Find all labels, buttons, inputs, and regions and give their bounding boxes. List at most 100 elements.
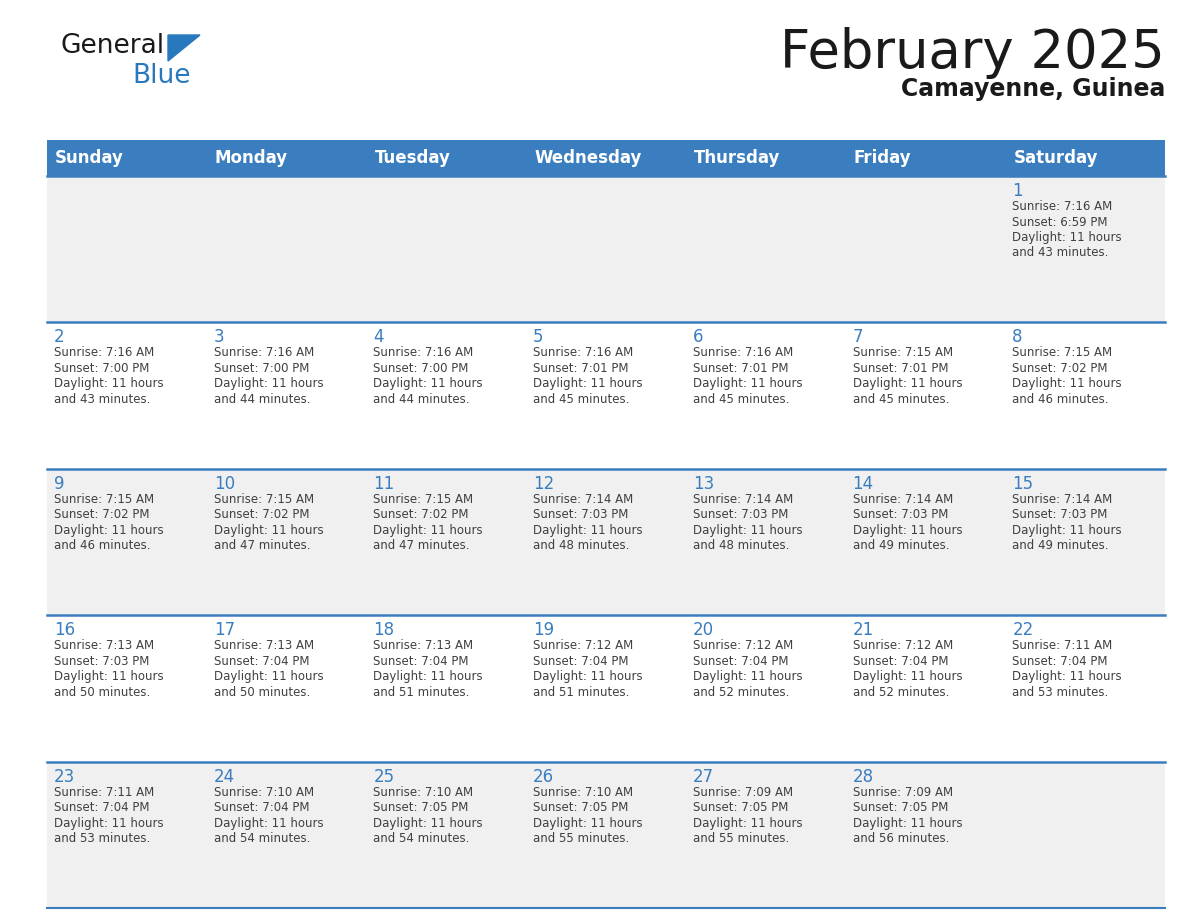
Text: Daylight: 11 hours: Daylight: 11 hours [214,670,323,683]
Text: and 49 minutes.: and 49 minutes. [1012,539,1108,553]
Bar [48,469,1165,615]
Text: 16: 16 [53,621,75,639]
Text: Daylight: 11 hours: Daylight: 11 hours [373,377,484,390]
Text: Sunrise: 7:16 AM: Sunrise: 7:16 AM [214,346,314,360]
Text: Daylight: 11 hours: Daylight: 11 hours [533,670,643,683]
Text: Sunset: 7:01 PM: Sunset: 7:01 PM [853,362,948,375]
Text: and 52 minutes.: and 52 minutes. [693,686,789,699]
Text: and 53 minutes.: and 53 minutes. [53,832,150,845]
Text: Sunset: 7:00 PM: Sunset: 7:00 PM [214,362,309,375]
Text: Sunset: 7:00 PM: Sunset: 7:00 PM [53,362,150,375]
Text: Sunset: 7:03 PM: Sunset: 7:03 PM [853,509,948,521]
Text: and 53 minutes.: and 53 minutes. [1012,686,1108,699]
Text: Daylight: 11 hours: Daylight: 11 hours [533,524,643,537]
Text: Daylight: 11 hours: Daylight: 11 hours [373,524,484,537]
Text: and 52 minutes.: and 52 minutes. [853,686,949,699]
Text: Sunrise: 7:16 AM: Sunrise: 7:16 AM [53,346,154,360]
Text: Sunset: 7:02 PM: Sunset: 7:02 PM [373,509,469,521]
Text: Sunrise: 7:14 AM: Sunrise: 7:14 AM [853,493,953,506]
Text: 12: 12 [533,475,555,493]
Text: Sunset: 7:03 PM: Sunset: 7:03 PM [53,655,150,667]
Text: Blue: Blue [132,63,190,89]
Text: Sunset: 7:05 PM: Sunset: 7:05 PM [533,801,628,814]
Text: Friday: Friday [853,149,911,167]
Text: Monday: Monday [215,149,287,167]
Text: and 47 minutes.: and 47 minutes. [373,539,470,553]
Text: Sunset: 6:59 PM: Sunset: 6:59 PM [1012,216,1107,229]
Text: Sunset: 7:03 PM: Sunset: 7:03 PM [1012,509,1107,521]
Text: Sunrise: 7:16 AM: Sunrise: 7:16 AM [693,346,794,360]
Text: and 48 minutes.: and 48 minutes. [693,539,789,553]
Bar [48,176,1165,322]
Text: Daylight: 11 hours: Daylight: 11 hours [693,377,802,390]
Text: Sunset: 7:01 PM: Sunset: 7:01 PM [693,362,789,375]
Text: 6: 6 [693,329,703,346]
Text: Daylight: 11 hours: Daylight: 11 hours [214,377,323,390]
Text: 27: 27 [693,767,714,786]
Text: and 44 minutes.: and 44 minutes. [214,393,310,406]
Text: 21: 21 [853,621,874,639]
Text: Sunrise: 7:16 AM: Sunrise: 7:16 AM [373,346,474,360]
Text: Sunrise: 7:15 AM: Sunrise: 7:15 AM [853,346,953,360]
Text: Sunset: 7:03 PM: Sunset: 7:03 PM [533,509,628,521]
Text: Daylight: 11 hours: Daylight: 11 hours [1012,670,1121,683]
Text: and 46 minutes.: and 46 minutes. [1012,393,1108,406]
Text: Sunrise: 7:10 AM: Sunrise: 7:10 AM [373,786,474,799]
Text: 14: 14 [853,475,873,493]
Text: Sunrise: 7:15 AM: Sunrise: 7:15 AM [53,493,154,506]
Text: and 45 minutes.: and 45 minutes. [853,393,949,406]
Text: and 43 minutes.: and 43 minutes. [1012,247,1108,260]
Text: 11: 11 [373,475,394,493]
Text: Daylight: 11 hours: Daylight: 11 hours [53,817,164,830]
Text: 4: 4 [373,329,384,346]
Text: and 51 minutes.: and 51 minutes. [533,686,630,699]
Text: Sunrise: 7:10 AM: Sunrise: 7:10 AM [214,786,314,799]
Text: Sunset: 7:02 PM: Sunset: 7:02 PM [1012,362,1107,375]
Text: Sunrise: 7:13 AM: Sunrise: 7:13 AM [373,639,474,652]
Text: Sunset: 7:04 PM: Sunset: 7:04 PM [693,655,789,667]
Text: Sunset: 7:04 PM: Sunset: 7:04 PM [533,655,628,667]
Text: Sunrise: 7:15 AM: Sunrise: 7:15 AM [373,493,474,506]
Text: Thursday: Thursday [694,149,781,167]
Text: Sunrise: 7:15 AM: Sunrise: 7:15 AM [1012,346,1112,360]
Text: 5: 5 [533,329,544,346]
Text: Sunset: 7:04 PM: Sunset: 7:04 PM [214,655,309,667]
Text: Daylight: 11 hours: Daylight: 11 hours [853,524,962,537]
Text: Daylight: 11 hours: Daylight: 11 hours [373,670,484,683]
Text: Daylight: 11 hours: Daylight: 11 hours [853,817,962,830]
Text: Sunset: 7:04 PM: Sunset: 7:04 PM [1012,655,1107,667]
Text: Sunset: 7:04 PM: Sunset: 7:04 PM [853,655,948,667]
Text: Sunrise: 7:13 AM: Sunrise: 7:13 AM [53,639,154,652]
Text: 26: 26 [533,767,555,786]
Text: Sunrise: 7:12 AM: Sunrise: 7:12 AM [853,639,953,652]
Text: General: General [61,33,164,59]
Text: Sunset: 7:05 PM: Sunset: 7:05 PM [693,801,788,814]
Text: Sunset: 7:05 PM: Sunset: 7:05 PM [853,801,948,814]
Text: Sunrise: 7:16 AM: Sunrise: 7:16 AM [533,346,633,360]
Text: and 54 minutes.: and 54 minutes. [373,832,469,845]
Text: Daylight: 11 hours: Daylight: 11 hours [693,670,802,683]
Text: Sunrise: 7:13 AM: Sunrise: 7:13 AM [214,639,314,652]
Text: Daylight: 11 hours: Daylight: 11 hours [53,670,164,683]
Text: Sunrise: 7:14 AM: Sunrise: 7:14 AM [1012,493,1112,506]
Text: Daylight: 11 hours: Daylight: 11 hours [853,670,962,683]
Text: 9: 9 [53,475,64,493]
Text: Daylight: 11 hours: Daylight: 11 hours [693,817,802,830]
Text: 2: 2 [53,329,64,346]
Text: and 55 minutes.: and 55 minutes. [693,832,789,845]
Text: Daylight: 11 hours: Daylight: 11 hours [853,377,962,390]
Text: Sunrise: 7:16 AM: Sunrise: 7:16 AM [1012,200,1112,213]
Text: 8: 8 [1012,329,1023,346]
Text: and 43 minutes.: and 43 minutes. [53,393,151,406]
Bar [48,322,1165,469]
Bar [48,140,1165,176]
Text: and 56 minutes.: and 56 minutes. [853,832,949,845]
Text: 24: 24 [214,767,235,786]
Text: 1: 1 [1012,182,1023,200]
Polygon shape [168,35,200,61]
Text: Sunrise: 7:10 AM: Sunrise: 7:10 AM [533,786,633,799]
Text: Saturday: Saturday [1013,149,1098,167]
Text: Sunset: 7:05 PM: Sunset: 7:05 PM [373,801,469,814]
Text: and 50 minutes.: and 50 minutes. [53,686,150,699]
Text: Daylight: 11 hours: Daylight: 11 hours [214,524,323,537]
